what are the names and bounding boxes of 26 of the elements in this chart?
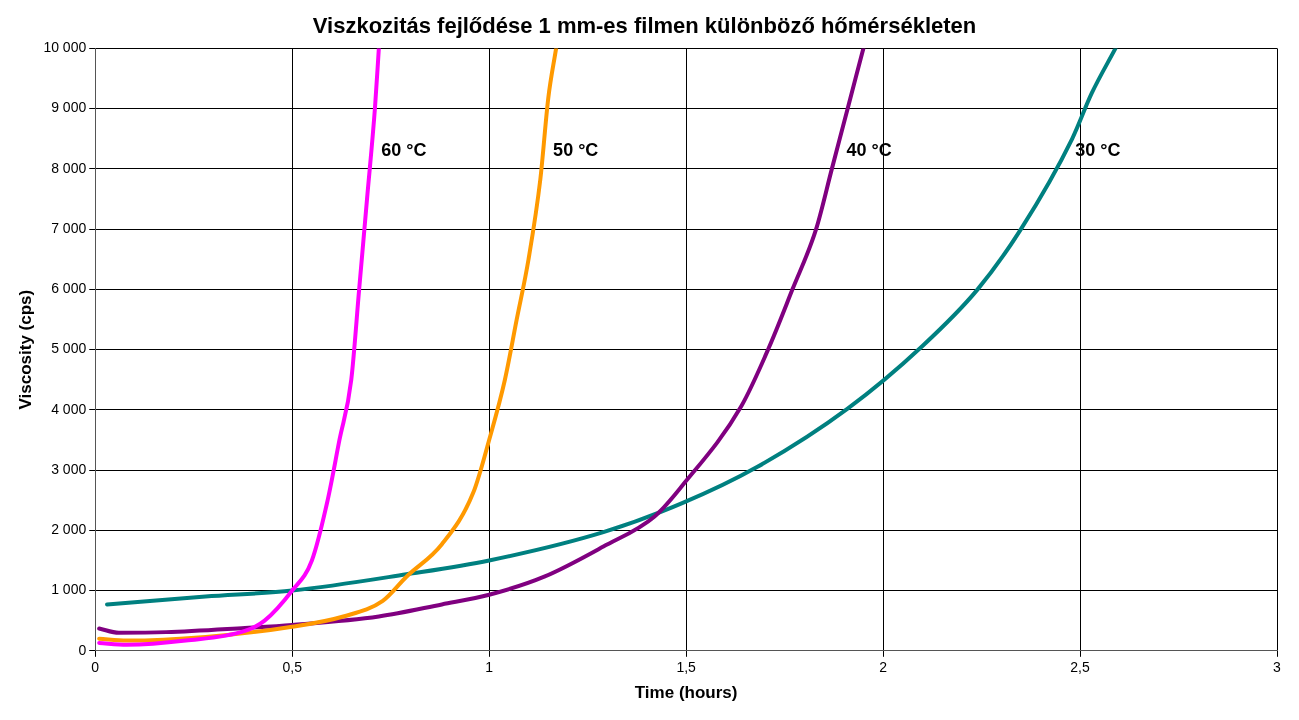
x-tick-label: 3	[1273, 659, 1282, 676]
line-series	[97, 48, 866, 635]
y-tick-label: 0	[78, 641, 87, 658]
y-tick-label: 10 000	[43, 39, 87, 56]
x-tick-label: 0	[91, 659, 100, 676]
series-label: 60 °C	[381, 139, 427, 160]
line-series	[105, 48, 1118, 607]
x-tick-label: 1	[485, 659, 494, 676]
y-tick-label: 5 000	[51, 340, 87, 357]
series-label: 50 °C	[553, 139, 599, 160]
y-tick-label: 8 000	[51, 159, 87, 176]
y-tick-label: 3 000	[51, 460, 87, 477]
y-tick-label: 6 000	[51, 280, 87, 297]
y-tick-label: 9 000	[51, 99, 87, 116]
line-series	[97, 48, 381, 647]
chart-title: Viszkozitás fejlődése 1 mm-es filmen különböző hőmérsékleten	[312, 13, 977, 39]
y-tick-label: 7 000	[51, 219, 87, 236]
x-tick-label: 0,5	[282, 659, 303, 676]
x-tick-label: 2	[879, 659, 888, 676]
x-tick-label: 2,5	[1070, 659, 1090, 676]
y-tick-label: 2 000	[51, 521, 87, 538]
y-tick-label: 4 000	[51, 400, 87, 417]
x-axis-title: Time (hours)	[634, 683, 738, 703]
y-axis-title: Viscosity (cps)	[15, 289, 35, 410]
x-tick-label: 1,5	[676, 659, 697, 676]
y-tick-label: 1 000	[51, 581, 87, 598]
